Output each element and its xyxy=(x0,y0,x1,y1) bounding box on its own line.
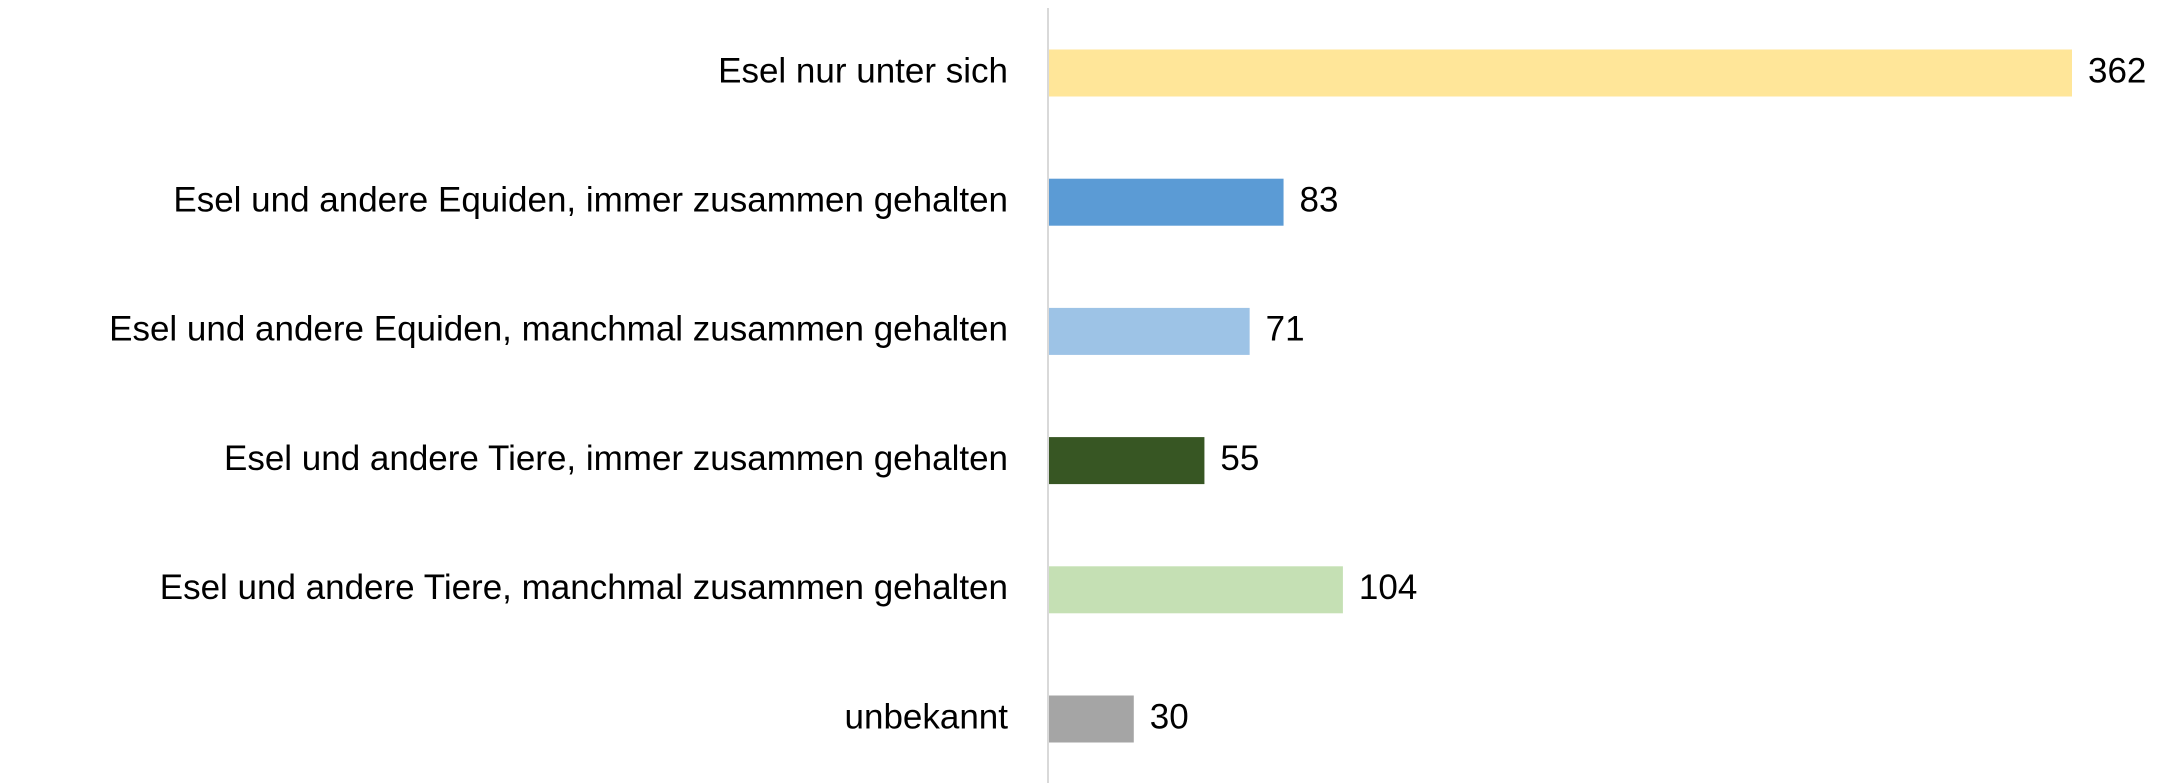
bar xyxy=(1049,566,1343,614)
value-label: 104 xyxy=(1359,568,1417,607)
category-label: Esel nur unter sich xyxy=(718,51,1008,90)
category-label: Esel und andere Tiere, immer zusammen ge… xyxy=(224,439,1008,478)
value-label: 55 xyxy=(1220,439,1259,478)
category-label: unbekannt xyxy=(845,697,1009,736)
value-label: 30 xyxy=(1150,697,1189,736)
category-label: Esel und andere Tiere, manchmal zusammen… xyxy=(160,568,1008,607)
value-label: 71 xyxy=(1266,310,1305,349)
bar xyxy=(1049,49,2072,97)
bar xyxy=(1049,178,1284,226)
bar xyxy=(1049,307,1250,355)
category-label: Esel und andere Equiden, manchmal zusamm… xyxy=(109,310,1008,349)
bar xyxy=(1049,437,1205,485)
value-label: 83 xyxy=(1300,180,1339,219)
bar xyxy=(1049,695,1134,743)
category-label: Esel und andere Equiden, immer zusammen … xyxy=(173,180,1008,219)
value-label: 362 xyxy=(2088,51,2146,90)
